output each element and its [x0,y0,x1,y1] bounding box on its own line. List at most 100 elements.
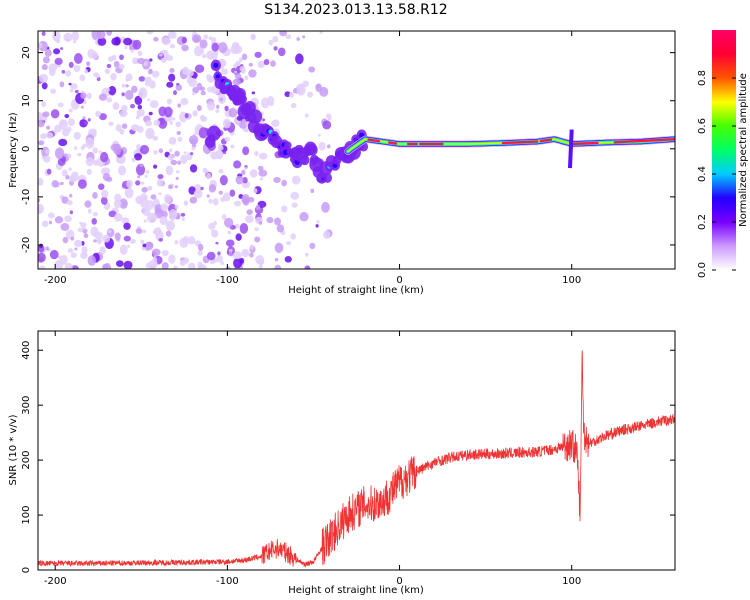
noise-blob [145,200,155,210]
noise-blob [74,146,78,150]
noise-blob [211,37,217,44]
noise-blob [189,152,194,156]
noise-blob [106,63,112,69]
snr-y-tick-label: 300 [21,396,32,415]
noise-blob [254,227,259,232]
noise-blob [69,88,74,93]
noise-blob [159,216,168,225]
noise-blob [82,143,87,149]
noise-blob [200,90,206,96]
ridge-peak-segment [388,141,398,145]
noise-blob [322,230,331,239]
noise-blob [137,57,145,65]
noise-blob [72,40,77,44]
noise-blob [62,236,69,244]
noise-blob [249,169,258,178]
noise-blob [41,220,49,228]
noise-blob [119,54,124,61]
colorbar-ticks: 0.0 0.2 0.4 0.6 0.8 [697,70,736,278]
noise-blob [325,113,332,119]
heatmap-frame [37,30,676,270]
noise-blob [41,82,48,90]
noise-blob [258,152,268,160]
noise-blob [316,220,320,224]
noise-blob [160,210,168,219]
noise-blob [150,194,157,200]
noise-blob [96,31,106,40]
noise-blob [170,159,178,166]
noise-blob [61,196,69,204]
noise-blob [140,181,145,185]
noise-blob [124,89,134,100]
noise-blob [163,106,173,118]
noise-blob [255,205,261,211]
noise-blob [91,51,98,60]
noise-blob [64,262,73,269]
noise-blob [274,264,282,269]
noise-blob [258,169,268,177]
noise-blob [50,88,57,94]
noise-blob [216,255,224,263]
noise-blob [38,243,43,249]
noise-blob [217,251,221,256]
noise-blob [73,53,83,64]
noise-blob [87,255,96,266]
noise-blob [248,62,253,67]
noise-blob [74,89,79,94]
noise-blob [106,87,111,92]
noise-blob [67,248,74,253]
noise-blob [165,220,176,231]
heatmap-y-tick-label: -10 [21,189,32,205]
noise-blob [273,176,281,184]
noise-blob [151,70,160,78]
noise-blob [110,143,120,152]
noise-blob [316,84,321,88]
figure-title: S134.2023.013.13.58.R12 [264,2,447,18]
noise-blob [46,125,51,130]
noise-blob [113,199,122,209]
noise-blob [166,81,174,88]
noise-blob [172,90,177,96]
noise-blob [307,91,314,98]
snr-x-tick-label: -200 [44,576,67,587]
noise-blob [175,176,179,181]
noise-blob [224,136,231,142]
noise-blob [202,53,207,59]
noise-blob [296,37,300,41]
ridge-blob [307,144,318,156]
noise-blob [174,204,179,210]
noise-blob [258,221,263,225]
noise-blob [131,124,140,132]
noise-blob [38,197,41,203]
noise-blob [273,217,282,226]
noise-blob [123,235,131,242]
noise-blob [207,86,215,93]
noise-blob [254,51,262,58]
noise-blob [215,109,220,113]
noise-blob [165,230,172,237]
noise-blob [137,104,143,110]
heatmap-x-tick-label: 0 [396,275,402,286]
noise-blob [208,36,213,40]
noise-blob [296,83,306,96]
noise-blob [85,137,95,149]
noise-blob [221,68,229,75]
noise-blob [197,250,203,256]
noise-blob [81,226,86,230]
noise-blob [53,48,61,55]
noise-blob [142,243,147,248]
noise-blob [68,167,72,171]
noise-blob [108,121,114,126]
noise-blob [286,241,292,246]
noise-blob [64,113,70,119]
snr-x-tick-label: 100 [562,576,581,587]
noise-blob [182,257,190,264]
noise-blob [175,121,182,128]
noise-blob [41,64,48,71]
noise-blob [119,244,128,255]
noise-blob [200,186,204,191]
noise-blob [130,239,136,244]
noise-blob [61,169,68,177]
noise-blob [240,169,246,176]
noise-blob [149,100,159,109]
